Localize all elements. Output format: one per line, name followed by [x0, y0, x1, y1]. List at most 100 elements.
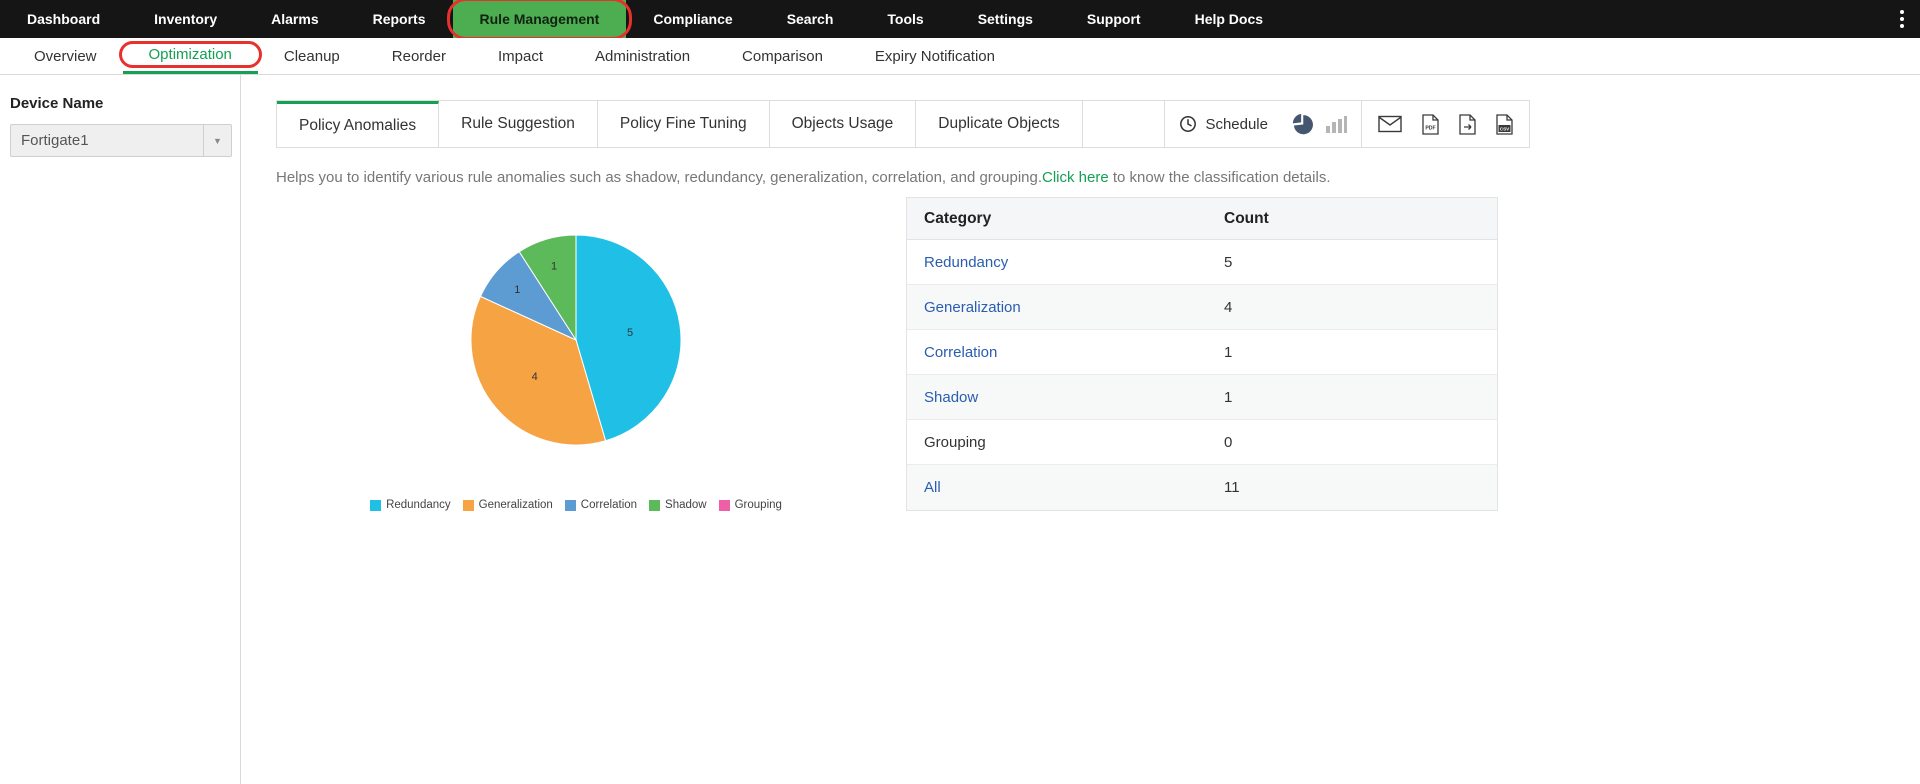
table-row: Shadow 1 — [907, 375, 1497, 420]
description-text: Helps you to identify various rule anoma… — [276, 169, 1043, 186]
legend-item-redundancy[interactable]: Redundancy — [370, 499, 451, 511]
legend-label: Grouping — [734, 499, 782, 511]
col-count: Count — [1224, 209, 1269, 227]
svg-text:CSV: CSV — [1500, 126, 1510, 131]
count-value: 11 — [1224, 479, 1240, 496]
table-header-row: Category Count — [907, 198, 1497, 240]
category-link-shadow[interactable]: Shadow — [924, 388, 979, 406]
pie-chart[interactable]: 5 4 1 1 — [461, 225, 691, 455]
legend-label: Correlation — [580, 499, 638, 511]
count-value: 1 — [1224, 343, 1233, 361]
device-select[interactable]: Fortigate1 ▼ — [10, 124, 232, 157]
nav-compliance[interactable]: Compliance — [653, 11, 733, 27]
subnav-optimization[interactable]: Optimization — [118, 38, 263, 74]
nav-settings[interactable]: Settings — [977, 11, 1033, 27]
subnav-administration[interactable]: Administration — [595, 47, 691, 65]
subnav-cleanup[interactable]: Cleanup — [283, 47, 340, 65]
export-actions: PDF CSV — [1361, 101, 1529, 147]
pie-chart-icon[interactable] — [1292, 113, 1313, 135]
legend-label: Redundancy — [386, 499, 451, 511]
kebab-menu-icon[interactable] — [1890, 0, 1914, 38]
category-link-all[interactable]: All — [924, 479, 941, 496]
count-value: 4 — [1224, 298, 1233, 316]
anomaly-description: Helps you to identify various rule anoma… — [276, 169, 1920, 186]
tab-policy-fine-tuning[interactable]: Policy Fine Tuning — [597, 101, 770, 147]
category-link-correlation[interactable]: Correlation — [924, 343, 998, 361]
nav-alarms[interactable]: Alarms — [271, 11, 319, 27]
subnav-overview[interactable]: Overview — [34, 47, 97, 65]
chart-type-toggle — [1292, 113, 1347, 135]
count-value: 1 — [1224, 388, 1233, 406]
tab-policy-anomalies[interactable]: Policy Anomalies — [277, 101, 440, 147]
category-link-redundancy[interactable]: Redundancy — [924, 253, 1009, 271]
nav-inventory[interactable]: Inventory — [154, 11, 218, 27]
legend-swatch — [564, 499, 576, 511]
pie-slice-label: 1 — [551, 260, 557, 272]
device-select-value: Fortigate1 — [21, 132, 89, 149]
pie-slice-redundancy[interactable] — [575, 234, 682, 442]
bar-chart-icon[interactable] — [1325, 115, 1347, 133]
pie-slice-label: 4 — [532, 371, 538, 383]
nav-tools[interactable]: Tools — [887, 11, 924, 27]
sub-navigation: Overview Optimization Cleanup Reorder Im… — [0, 38, 1920, 75]
legend-swatch — [649, 499, 661, 511]
email-icon[interactable] — [1378, 115, 1402, 133]
schedule-button[interactable]: Schedule — [1179, 115, 1268, 133]
nav-dashboard[interactable]: Dashboard — [27, 11, 101, 27]
table-row: Grouping 0 — [907, 420, 1497, 465]
anomaly-toolbar: Policy Anomalies Rule Suggestion Policy … — [276, 100, 1530, 148]
legend-swatch — [370, 499, 382, 511]
legend-swatch — [718, 499, 730, 511]
nav-help-docs[interactable]: Help Docs — [1194, 11, 1264, 27]
count-value: 5 — [1224, 253, 1233, 271]
category-link-generalization[interactable]: Generalization — [924, 298, 1021, 316]
svg-text:PDF: PDF — [1425, 125, 1435, 131]
csv-export-icon[interactable]: CSV — [1496, 113, 1513, 135]
count-value: 0 — [1224, 433, 1233, 451]
pie-slice-label: 5 — [627, 327, 633, 339]
category-label-grouping: Grouping — [924, 433, 986, 451]
pie-slice-generalization[interactable] — [470, 295, 607, 446]
pie-slice-label: 1 — [514, 284, 520, 296]
schedule-label: Schedule — [1205, 115, 1268, 133]
chevron-down-icon[interactable]: ▼ — [203, 125, 231, 156]
chart-legend: Redundancy Generalization Correlation Shado… — [370, 499, 782, 511]
legend-swatch — [462, 499, 474, 511]
table-row: Redundancy 5 — [907, 240, 1497, 285]
nav-reports[interactable]: Reports — [372, 11, 426, 27]
nav-rule-management[interactable]: Rule Management — [446, 0, 633, 40]
device-sidebar: Device Name Fortigate1 ▼ — [0, 75, 241, 784]
legend-item-generalization[interactable]: Generalization — [462, 499, 553, 511]
legend-item-shadow[interactable]: Shadow — [649, 499, 707, 511]
toolbar-actions: Schedule — [1164, 101, 1361, 147]
main-content: Policy Anomalies Rule Suggestion Policy … — [242, 75, 1920, 784]
subnav-comparison[interactable]: Comparison — [742, 47, 823, 65]
subnav-reorder[interactable]: Reorder — [391, 47, 446, 65]
legend-label: Generalization — [478, 499, 553, 511]
toolbar-spacer — [1083, 101, 1165, 147]
description-suffix: to know the classification details. — [1108, 169, 1331, 186]
top-navigation: Dashboard Inventory Alarms Reports Rule … — [0, 0, 1920, 40]
nav-support[interactable]: Support — [1086, 11, 1141, 27]
pdf-export-icon[interactable]: PDF — [1422, 113, 1439, 135]
file-export-icon[interactable] — [1459, 113, 1476, 135]
tab-duplicate-objects[interactable]: Duplicate Objects — [916, 101, 1083, 147]
subnav-expiry-notification[interactable]: Expiry Notification — [874, 47, 995, 65]
tab-objects-usage[interactable]: Objects Usage — [769, 101, 917, 147]
click-here-link[interactable]: Click here — [1042, 169, 1109, 186]
nav-search[interactable]: Search — [786, 11, 834, 27]
subnav-impact[interactable]: Impact — [497, 47, 543, 65]
legend-item-correlation[interactable]: Correlation — [564, 499, 638, 511]
pie-chart-panel: 5 4 1 1 Redundancy Generalization Correlation… — [276, 197, 876, 511]
pie-slice-shadow[interactable] — [518, 234, 577, 342]
legend-item-grouping[interactable]: Grouping — [718, 499, 782, 511]
tab-rule-suggestion[interactable]: Rule Suggestion — [439, 101, 598, 147]
table-row: Correlation 1 — [907, 330, 1497, 375]
anomaly-table: Category Count Redundancy 5 Generalizati… — [906, 197, 1498, 511]
table-row: All 11 — [907, 465, 1497, 510]
device-name-label: Device Name — [10, 95, 104, 112]
clock-icon — [1179, 115, 1197, 133]
col-category: Category — [924, 209, 992, 227]
legend-label: Shadow — [665, 499, 707, 511]
